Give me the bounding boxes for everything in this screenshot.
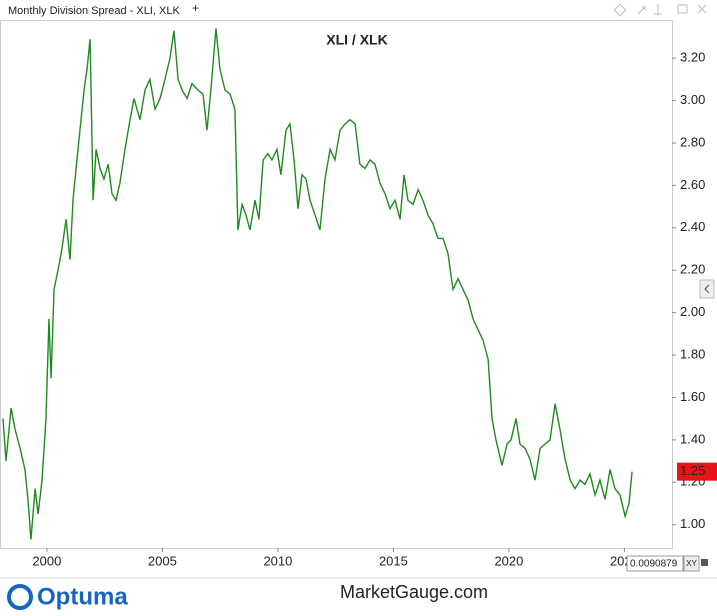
y-tick-label: 2.00 — [680, 304, 705, 319]
window-title: Monthly Division Spread - XLI, XLK — [8, 5, 180, 17]
y-tick-label: 1.60 — [680, 389, 705, 404]
scale-value: 0.0090879 — [630, 559, 678, 570]
x-tick-label: 2015 — [379, 553, 408, 568]
plot-frame — [0, 20, 673, 549]
mode-label: XY — [686, 559, 697, 568]
y-tick-label: 2.60 — [680, 177, 705, 192]
lock-icon[interactable] — [701, 559, 708, 566]
y-tick-label: 2.40 — [680, 219, 705, 234]
add-button[interactable]: + — [192, 1, 199, 15]
y-tick-label: 3.00 — [680, 92, 705, 107]
y-tick-label: 2.80 — [680, 134, 705, 149]
y-tick-label: 1.40 — [680, 431, 705, 446]
mode-box[interactable] — [683, 555, 700, 572]
x-tick-label: 2020 — [494, 553, 523, 568]
side-toggle-icon — [704, 284, 710, 294]
logo-mark — [7, 584, 33, 610]
y-tick-label: 1.80 — [680, 346, 705, 361]
last-value-label: 1.25 — [680, 463, 705, 478]
side-toggle[interactable] — [699, 279, 715, 299]
brand: Optuma — [37, 583, 128, 610]
y-tick-label: 2.20 — [680, 262, 705, 277]
y-tick-label: 3.20 — [680, 50, 705, 65]
x-tick-label: 2005 — [148, 553, 177, 568]
scale-box[interactable] — [626, 555, 684, 572]
chart-title: XLI / XLK — [326, 32, 387, 48]
window-icons — [613, 3, 707, 17]
series-line — [2, 28, 633, 540]
site: MarketGauge.com — [340, 582, 488, 602]
x-tick-label: 2010 — [263, 553, 292, 568]
y-tick-label: 1.00 — [680, 516, 705, 531]
last-value-box — [677, 462, 717, 481]
x-tick-label: 2000 — [32, 553, 61, 568]
